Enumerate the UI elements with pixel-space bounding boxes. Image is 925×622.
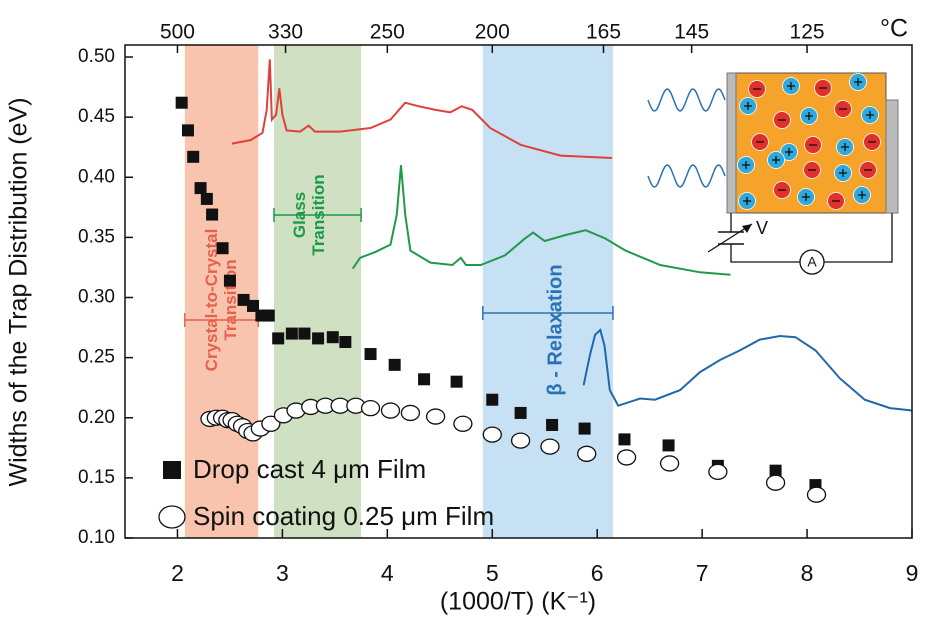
y-tick-label: 0.20	[78, 407, 115, 428]
x-tick-label: 9	[906, 560, 919, 586]
square-marker	[579, 423, 591, 435]
square-marker	[546, 419, 558, 431]
band-annotation: Transition	[221, 259, 240, 340]
square-marker	[312, 332, 324, 344]
top-tick-label: 145	[674, 21, 709, 44]
square-marker	[206, 209, 218, 221]
top-tick-label: 330	[268, 21, 303, 44]
top-tick-label: 165	[586, 21, 621, 44]
circle-marker	[454, 416, 472, 431]
y-tick-label: 0.15	[78, 467, 115, 488]
y-tick-label: 0.10	[78, 527, 115, 548]
circle-marker	[401, 405, 419, 420]
square-marker	[263, 310, 275, 322]
legend-marker	[159, 506, 185, 528]
circle-marker	[512, 433, 530, 448]
x-tick-label: 4	[381, 560, 394, 586]
x-tick-label: 2	[171, 560, 184, 586]
circle-marker	[381, 403, 399, 418]
x-tick-label: 3	[276, 560, 289, 586]
square-marker	[195, 182, 207, 194]
square-marker	[182, 124, 194, 136]
circle-marker	[808, 487, 826, 502]
x-tick-label: 6	[591, 560, 604, 586]
light-wave	[648, 89, 725, 111]
y-tick-label: 0.50	[78, 46, 115, 67]
y-tick-label: 0.25	[78, 347, 115, 368]
top-tick-label: 125	[790, 21, 825, 44]
circle-marker	[541, 439, 559, 454]
square-marker	[389, 359, 401, 371]
circle-marker	[483, 427, 501, 442]
voltage-label: V	[756, 218, 768, 238]
square-marker	[327, 331, 339, 343]
square-marker	[272, 332, 284, 344]
y-tick-label: 0.40	[78, 166, 115, 187]
square-marker	[451, 376, 463, 388]
square-marker	[201, 193, 213, 205]
circle-marker	[427, 409, 445, 424]
legend-label: Drop cast 4 μm Film	[193, 454, 426, 484]
square-marker	[339, 336, 351, 348]
square-marker	[224, 275, 236, 287]
electrode	[727, 73, 736, 213]
circle-marker	[767, 475, 785, 490]
circle-marker	[578, 446, 596, 461]
electrode	[886, 100, 898, 213]
y-tick-label: 0.45	[78, 106, 115, 127]
band-annotation: β - Relaxation	[544, 264, 566, 395]
square-marker	[187, 151, 199, 163]
square-marker	[365, 348, 377, 360]
square-marker	[618, 433, 630, 445]
light-wave	[648, 165, 725, 187]
circle-marker	[709, 464, 727, 479]
legend-label: Spin coating 0.25 μm Film	[193, 501, 494, 531]
x-tick-label: 8	[801, 560, 814, 586]
square-marker	[515, 407, 527, 419]
square-marker	[663, 439, 675, 451]
x-tick-label: 5	[486, 560, 499, 586]
square-marker	[298, 328, 310, 340]
chart: Widths of the Trap Distribution (eV) (10…	[0, 0, 925, 622]
square-marker	[217, 242, 229, 254]
y-axis-label: Widths of the Trap Distribution (eV)	[5, 97, 33, 486]
circle-marker	[661, 456, 679, 471]
band-annotation: Transition	[309, 174, 328, 255]
square-marker	[418, 373, 430, 385]
top-tick-label: 200	[475, 21, 510, 44]
top-axis-unit: °C	[880, 15, 908, 43]
spectrum-curve	[584, 330, 912, 411]
circle-marker	[362, 401, 380, 416]
square-marker	[176, 97, 188, 109]
circle-marker	[618, 450, 636, 465]
top-tick-label: 500	[160, 21, 195, 44]
y-tick-label: 0.35	[78, 226, 115, 247]
band-annotation: Glass	[290, 192, 309, 238]
x-axis-label: (1000/T) (K⁻¹)	[440, 588, 596, 616]
top-tick-label: 250	[370, 21, 405, 44]
y-tick-label: 0.30	[78, 287, 115, 308]
square-marker	[286, 328, 298, 340]
legend-marker	[163, 461, 181, 479]
inset-schematic: VA	[648, 73, 898, 274]
square-marker	[486, 394, 498, 406]
ammeter-label: A	[807, 254, 817, 270]
x-tick-label: 7	[696, 560, 709, 586]
